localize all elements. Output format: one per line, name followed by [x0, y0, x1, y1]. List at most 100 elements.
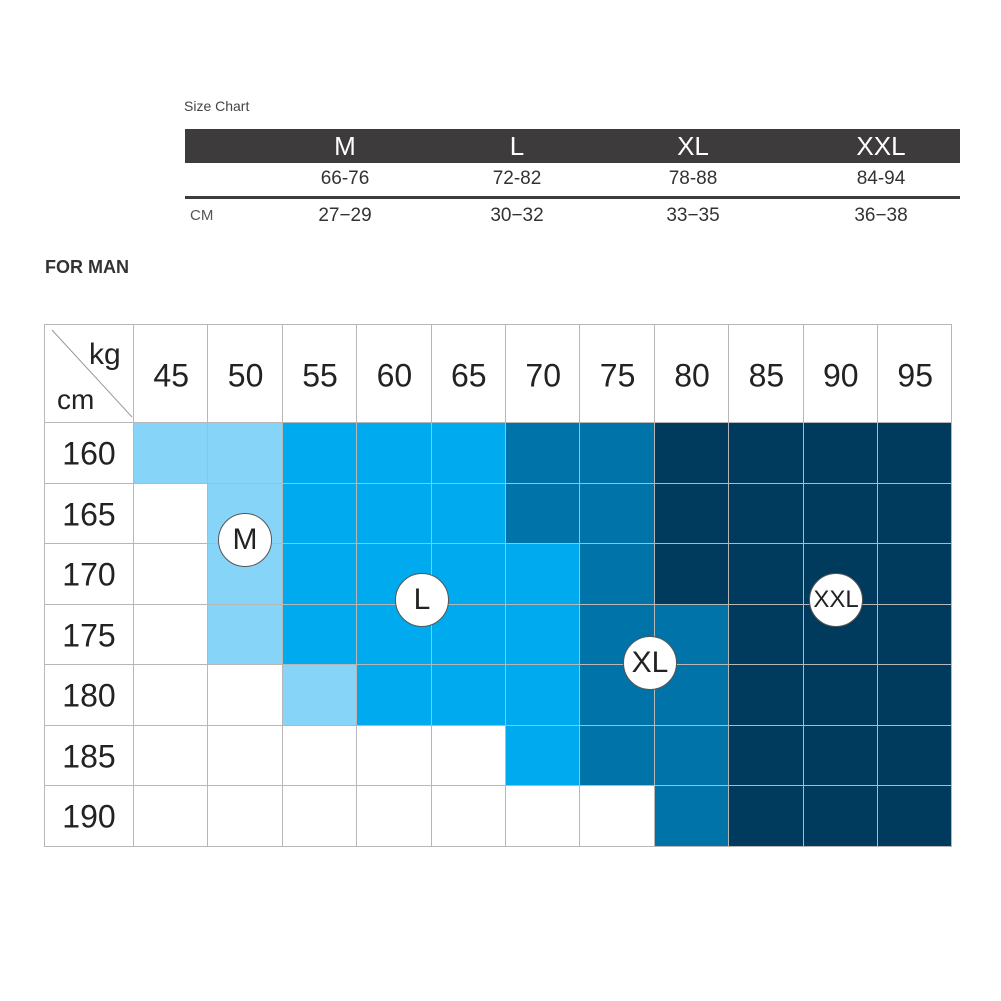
weight-header-cell: [357, 324, 432, 423]
size-cell-l: [357, 423, 432, 484]
height-label: 190: [62, 798, 116, 835]
weight-header-cell: [431, 324, 506, 423]
corner-kg-label: kg: [89, 338, 121, 371]
weight-label: 65: [451, 357, 487, 393]
size-cell-xl: [580, 483, 655, 544]
size-cell-xl: [580, 423, 655, 484]
size-cell-xxl: [729, 544, 804, 605]
size-cell-xxl: [803, 786, 878, 847]
size-cell-none: [208, 786, 283, 847]
height-label: 180: [62, 677, 116, 714]
size-cell-none: [134, 725, 209, 786]
height-header-cell: [44, 604, 134, 665]
cm-l: 30−32: [490, 205, 544, 226]
grid-corner: kg cm: [44, 324, 134, 423]
size-header-bar: M L XL XXL: [185, 129, 960, 163]
height-label: 170: [62, 556, 116, 593]
size-cell-none: [431, 786, 506, 847]
size-cell-xxl: [729, 423, 804, 484]
height-header-cell: [44, 665, 134, 726]
size-cell-m: [208, 423, 283, 484]
size-grid: kg cm 45 50 55 60 65 70 75 80 85 90 95 160 165 170 175…: [44, 324, 953, 847]
size-cell-l: [282, 544, 358, 605]
size-cell-none: [134, 665, 209, 726]
weight-header-cell: [208, 324, 283, 423]
size-cell-xxl: [654, 423, 730, 484]
size-label-l: L: [509, 131, 525, 161]
size-label-xxl: XXL: [856, 131, 906, 161]
size-cell-xl: [654, 725, 730, 786]
height-label: 175: [62, 617, 116, 654]
weight-header-cell: [580, 324, 655, 423]
size-cell-none: [208, 665, 283, 726]
size-label-xl: XL: [677, 131, 709, 161]
corner-diagonal: [51, 329, 133, 418]
size-cell-xxl: [729, 725, 804, 786]
size-cell-xxl: [729, 604, 804, 665]
size-cell-xxl: [803, 665, 878, 726]
size-cell-xl: [580, 725, 655, 786]
weight-label: 95: [897, 357, 933, 393]
weight-label: 85: [748, 357, 785, 393]
size-cell-none: [431, 725, 506, 786]
size-cell-m: [208, 604, 283, 665]
size-cell-xxl: [729, 483, 804, 544]
waist-l: 72-82: [492, 168, 542, 189]
size-cell-xxl: [878, 544, 953, 605]
size-label-m: M: [334, 131, 356, 161]
size-cell-xxl: [878, 604, 953, 665]
height-label: 165: [62, 496, 116, 533]
size-cell-none: [357, 725, 432, 786]
size-cell-l: [431, 423, 506, 484]
size-cell-l: [431, 483, 506, 544]
height-header-cell: [44, 483, 134, 544]
size-chart-caption: Size Chart: [184, 98, 250, 114]
for-man-heading: FOR MAN: [45, 257, 129, 277]
cm-row: 27−29 30−32 33−35 36−38: [185, 203, 960, 233]
weight-header-cell: [654, 324, 730, 423]
size-cell-l: [431, 665, 506, 726]
height-label: 185: [62, 738, 116, 775]
size-cell-none: [282, 786, 358, 847]
size-cell-xxl: [654, 544, 730, 605]
size-cell-m: [282, 665, 358, 726]
size-cell-none: [580, 786, 655, 847]
weight-label: 45: [153, 357, 189, 393]
size-cell-l: [506, 604, 581, 665]
size-cell-none: [282, 725, 358, 786]
size-cell-none: [208, 725, 283, 786]
size-cell-xxl: [729, 665, 804, 726]
size-cell-l: [506, 725, 581, 786]
size-cell-none: [134, 483, 209, 544]
weight-header-cell: [729, 324, 804, 423]
size-cell-l: [506, 665, 581, 726]
weight-header-cell: [803, 324, 878, 423]
size-cell-xl: [506, 483, 581, 544]
height-header-cell: [44, 725, 134, 786]
size-cell-m: [134, 423, 209, 484]
height-header-cell: [44, 423, 134, 484]
size-cell-xxl: [654, 483, 730, 544]
size-bubble-xl: XL: [623, 636, 677, 690]
waist-xxl: 84-94: [856, 168, 906, 189]
size-cell-none: [506, 786, 581, 847]
size-cell-xl: [506, 423, 581, 484]
height-header-cell: [44, 544, 134, 605]
size-cell-xxl: [878, 786, 953, 847]
size-bubble-xxl: XXL: [809, 573, 863, 627]
size-divider: [185, 196, 960, 199]
weight-label: 55: [302, 357, 338, 393]
weight-header-cell: [134, 324, 209, 423]
size-cell-none: [134, 786, 209, 847]
size-cell-none: [134, 604, 209, 665]
weight-header-cell: [282, 324, 358, 423]
size-cell-l: [282, 483, 358, 544]
size-cell-xxl: [803, 725, 878, 786]
size-cell-xxl: [878, 725, 953, 786]
size-bubble-l: L: [395, 573, 449, 627]
weight-header-cell: [506, 324, 581, 423]
weight-label: 60: [376, 357, 413, 393]
size-cell-l: [282, 423, 358, 484]
weight-label: 80: [674, 357, 710, 393]
size-cell-xl: [654, 786, 730, 847]
